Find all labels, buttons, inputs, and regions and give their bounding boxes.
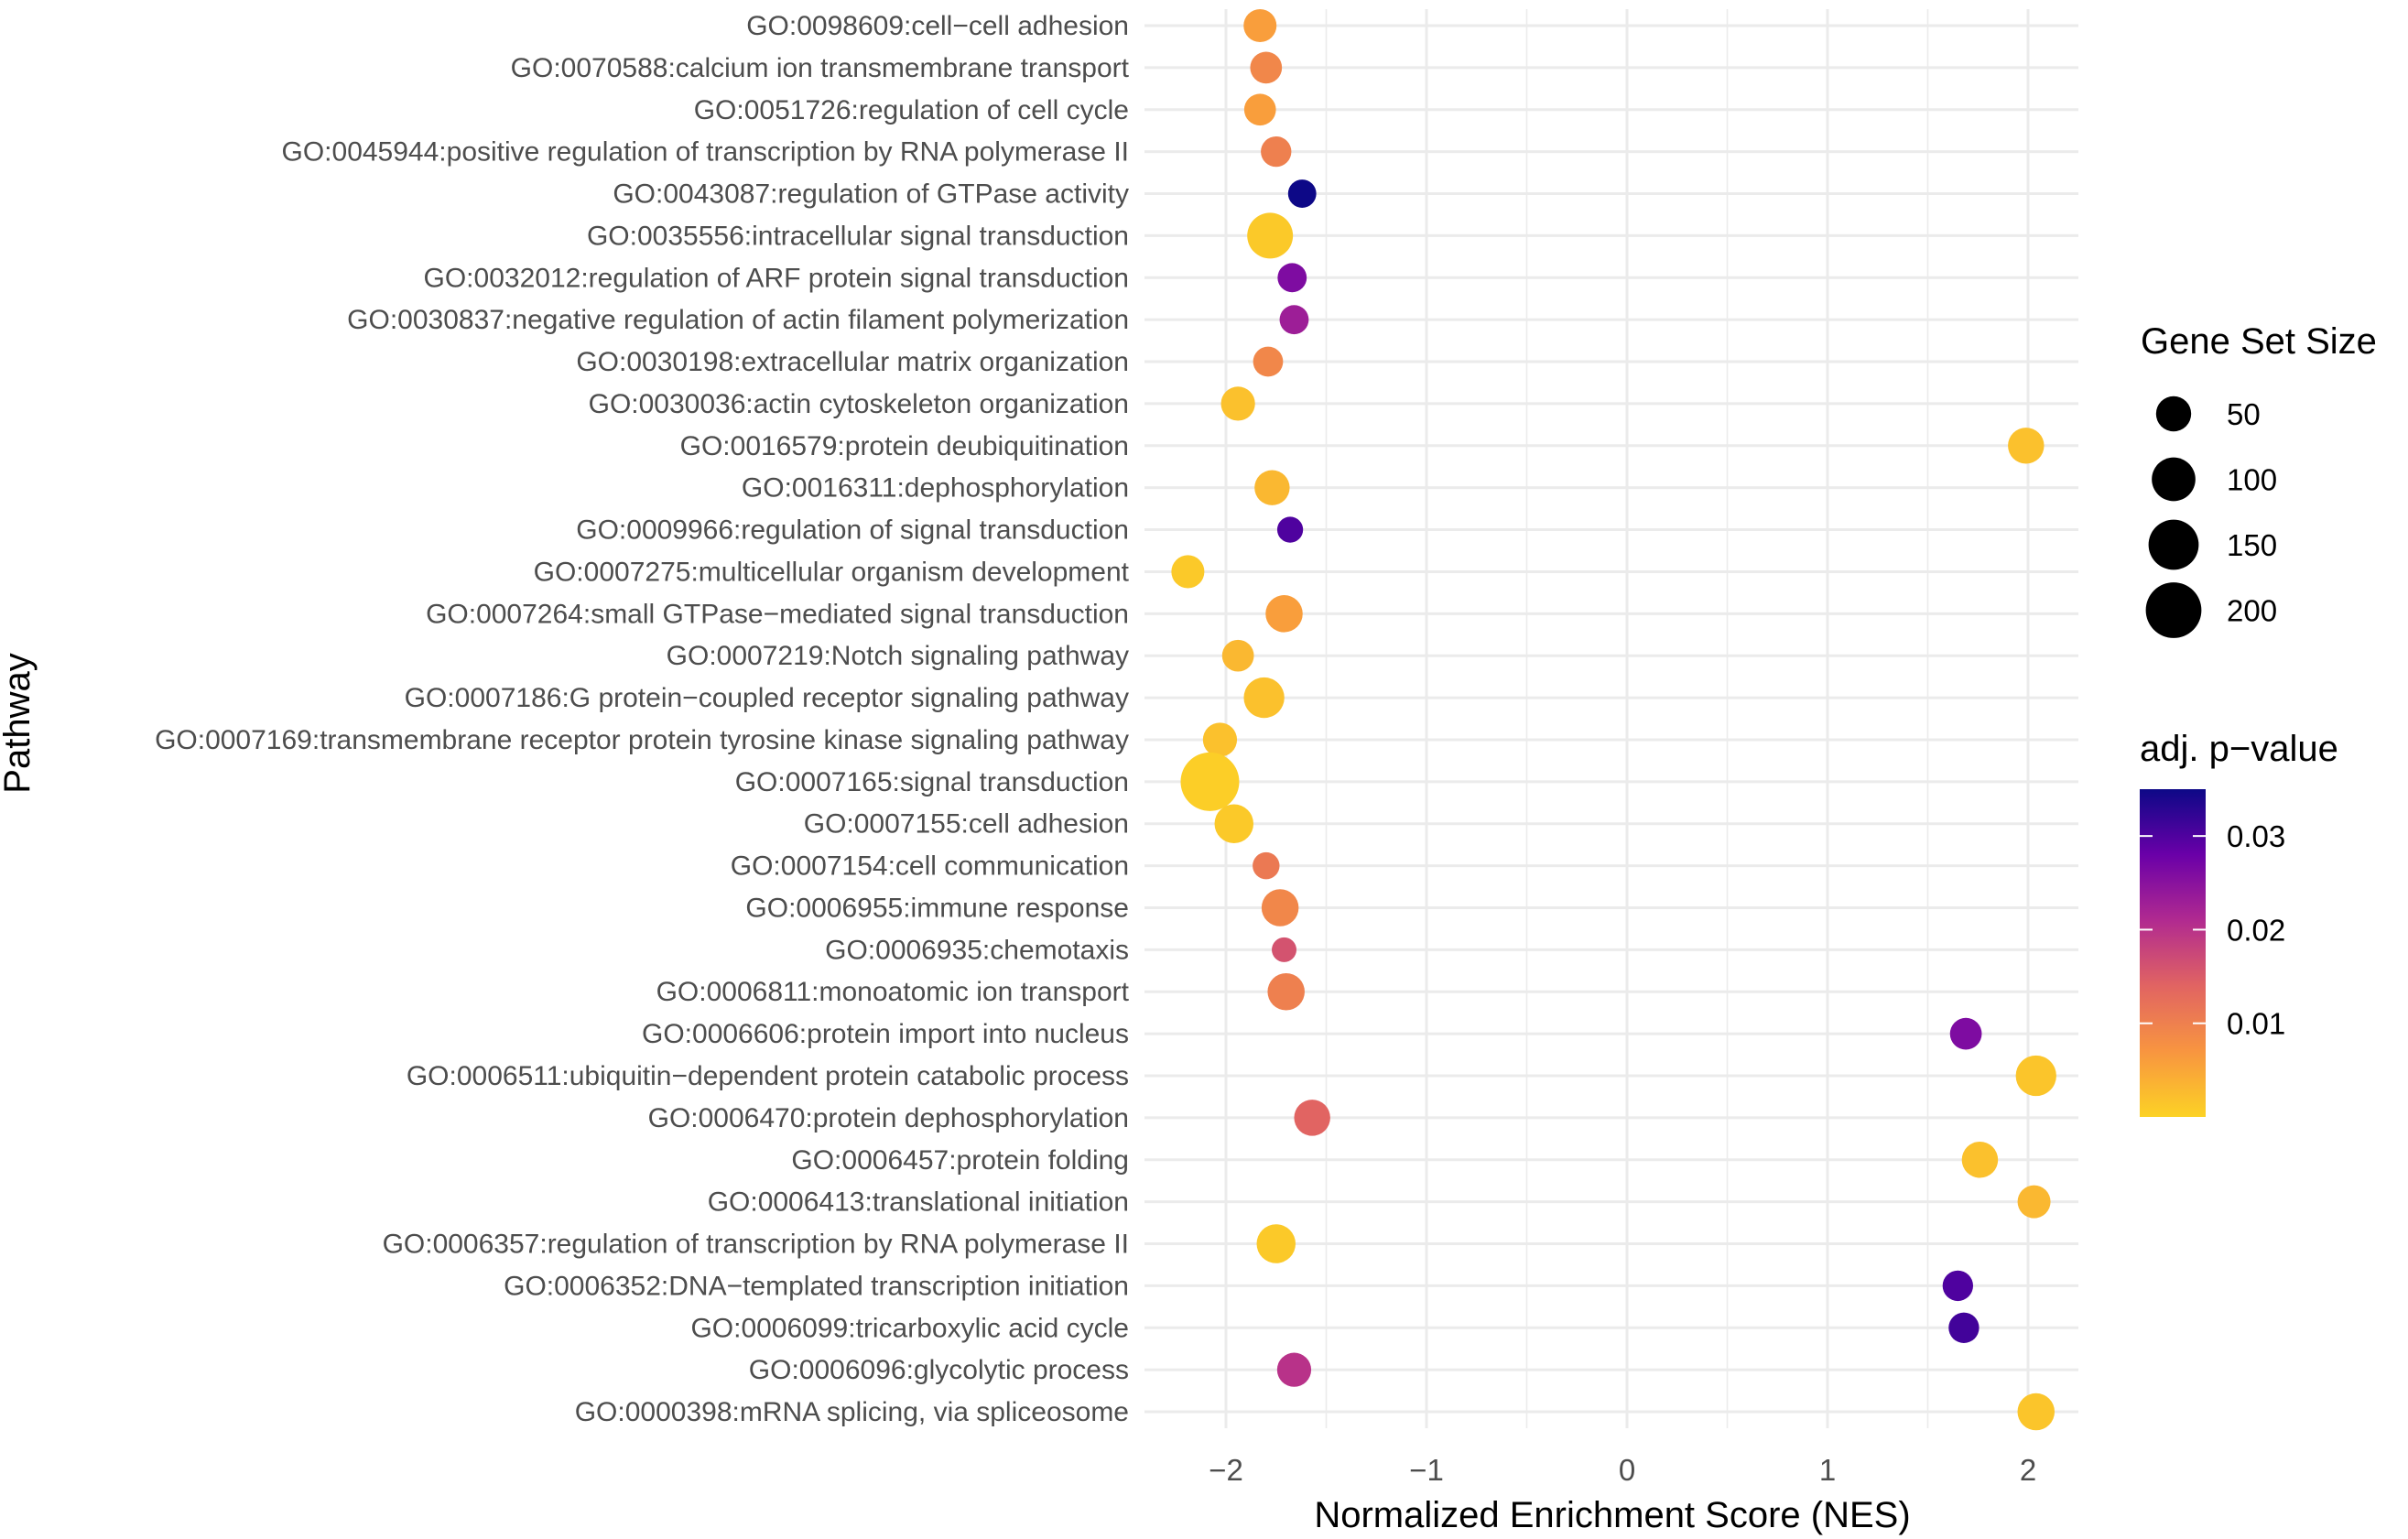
data-point <box>1961 1142 1999 1178</box>
data-point <box>1294 1100 1330 1136</box>
data-point <box>1265 595 1303 633</box>
y-tick-label: GO:0006457:protein folding <box>791 1145 1129 1176</box>
data-point <box>2017 1393 2055 1431</box>
y-tick-label: GO:0006357:regulation of transcription b… <box>383 1230 1129 1260</box>
y-tick-label: GO:0045944:positive regulation of transc… <box>282 137 1130 168</box>
y-tick-label: GO:0030198:extracellular matrix organiza… <box>576 347 1129 377</box>
legend-size-items: 50 100 150 200 <box>2145 396 2277 638</box>
y-tick-label: GO:0051726:regulation of cell cycle <box>694 95 1129 125</box>
x-axis-tick-labels: −2 −1 0 1 2 <box>1209 1453 2036 1487</box>
data-point <box>1202 722 1238 757</box>
colorbar-ticks: 0.03 0.02 0.01 <box>2140 819 2285 1041</box>
data-point <box>1279 305 1309 335</box>
data-point <box>2008 428 2045 464</box>
data-point <box>1171 555 1205 589</box>
data-point <box>1243 677 1285 719</box>
colorbar <box>2140 789 2206 1117</box>
data-point <box>1287 179 1317 208</box>
y-tick-label: GO:0070588:calcium ion transmembrane tra… <box>511 53 1130 83</box>
data-point <box>1221 639 1254 672</box>
legend-size-label: 50 <box>2227 397 2261 431</box>
y-tick-label: GO:0007165:signal transduction <box>735 767 1129 797</box>
y-tick-label: GO:0035556:intracellular signal transduc… <box>587 221 1129 251</box>
data-point <box>1243 8 1277 43</box>
data-point <box>1220 386 1255 421</box>
data-point <box>1253 851 1280 880</box>
y-tick-label: GO:0043087:regulation of GTPase activity <box>613 179 1129 210</box>
legend-size-title: Gene Set Size <box>2141 321 2377 362</box>
y-tick-label: GO:0016311:dephosphorylation <box>742 473 1129 504</box>
y-tick-label: GO:0009966:regulation of signal transduc… <box>576 515 1129 546</box>
legend-color: adj. p−value 0.03 0.02 0.01 <box>2140 729 2338 1117</box>
data-points <box>1171 8 2056 1431</box>
y-tick-label: GO:0098609:cell−cell adhesion <box>746 11 1129 41</box>
y-tick-label: GO:0007219:Notch signaling pathway <box>667 641 1129 671</box>
y-tick-label: GO:0007264:small GTPase−mediated signal … <box>426 599 1129 629</box>
data-point <box>1261 135 1292 168</box>
grid-lines <box>1144 9 2078 1428</box>
y-axis-title: Pathway <box>0 653 38 793</box>
data-point <box>1277 263 1307 293</box>
y-tick-label: GO:0006470:protein dephosphorylation <box>648 1103 1129 1133</box>
data-point <box>1253 346 1284 377</box>
data-point <box>1247 212 1294 259</box>
x-tick-label: 0 <box>1619 1453 1635 1487</box>
data-point <box>1250 51 1283 84</box>
x-tick-label: 2 <box>2020 1453 2036 1487</box>
x-tick-label: −1 <box>1409 1453 1444 1487</box>
y-tick-label: GO:0006096:glycolytic process <box>749 1355 1129 1385</box>
data-point <box>1261 889 1299 927</box>
x-axis-title: Normalized Enrichment Score (NES) <box>1314 1495 1910 1535</box>
legend-size-label: 200 <box>2227 594 2277 628</box>
y-tick-label: GO:0006955:immune response <box>745 893 1129 923</box>
data-point <box>1948 1312 1980 1343</box>
legend-size-key <box>2152 457 2196 502</box>
y-axis-tick-labels: GO:0098609:cell−cell adhesion GO:0070588:… <box>155 11 1130 1427</box>
data-point <box>1256 1224 1296 1263</box>
data-point <box>1942 1270 1974 1302</box>
legend-size-key <box>2155 396 2192 432</box>
y-tick-label: GO:0007154:cell communication <box>731 851 1129 882</box>
legend-size: Gene Set Size 50 100 150 200 <box>2141 321 2377 638</box>
y-tick-label: GO:0006606:protein import into nucleus <box>642 1019 1129 1049</box>
data-point <box>1243 93 1276 126</box>
y-tick-label: GO:0006099:tricarboxylic acid cycle <box>690 1313 1129 1343</box>
data-point <box>1276 1352 1312 1387</box>
data-point <box>1272 937 1296 962</box>
y-tick-label: GO:0006811:monoatomic ion transport <box>656 977 1130 1007</box>
data-point <box>2015 1055 2056 1097</box>
data-point <box>1276 516 1304 543</box>
data-point <box>1949 1017 1982 1050</box>
legend-size-key <box>2148 519 2199 570</box>
y-tick-label: GO:0007186:G protein−coupled receptor si… <box>405 683 1129 713</box>
y-tick-label: GO:0032012:regulation of ARF protein sig… <box>424 263 1129 293</box>
y-tick-label: GO:0006413:translational initiation <box>708 1187 1129 1218</box>
colorbar-tick-label: 0.02 <box>2227 913 2285 947</box>
x-tick-label: −2 <box>1209 1453 1243 1487</box>
legend-size-key <box>2145 582 2202 638</box>
y-tick-label: GO:0006352:DNA−templated transcription i… <box>504 1271 1129 1301</box>
data-point <box>1180 752 1240 811</box>
data-point <box>1267 972 1305 1011</box>
y-tick-label: GO:0016579:protein deubiquitination <box>680 431 1129 461</box>
y-tick-label: GO:0006511:ubiquitin−dependent protein c… <box>407 1061 1129 1091</box>
legend-size-label: 150 <box>2227 528 2277 562</box>
x-tick-label: 1 <box>1819 1453 1836 1487</box>
colorbar-tick-label: 0.03 <box>2227 819 2285 853</box>
y-tick-label: GO:0006935:chemotaxis <box>825 935 1129 965</box>
data-point <box>2017 1185 2051 1219</box>
legend-size-label: 100 <box>2227 463 2277 497</box>
y-tick-label: GO:0030837:negative regulation of actin … <box>347 305 1129 335</box>
y-tick-label: GO:0000398:mRNA splicing, via spliceosom… <box>575 1397 1129 1427</box>
data-point <box>1214 804 1254 843</box>
colorbar-tick-label: 0.01 <box>2227 1007 2285 1041</box>
y-tick-label: GO:0007155:cell adhesion <box>804 809 1129 840</box>
y-tick-label: GO:0007275:multicellular organism develo… <box>534 557 1130 587</box>
y-tick-label: GO:0030036:actin cytoskeleton organizati… <box>589 389 1129 419</box>
legend-color-title: adj. p−value <box>2140 729 2338 769</box>
data-point <box>1254 470 1290 505</box>
y-tick-label: GO:0007169:transmembrane receptor protei… <box>155 725 1129 755</box>
